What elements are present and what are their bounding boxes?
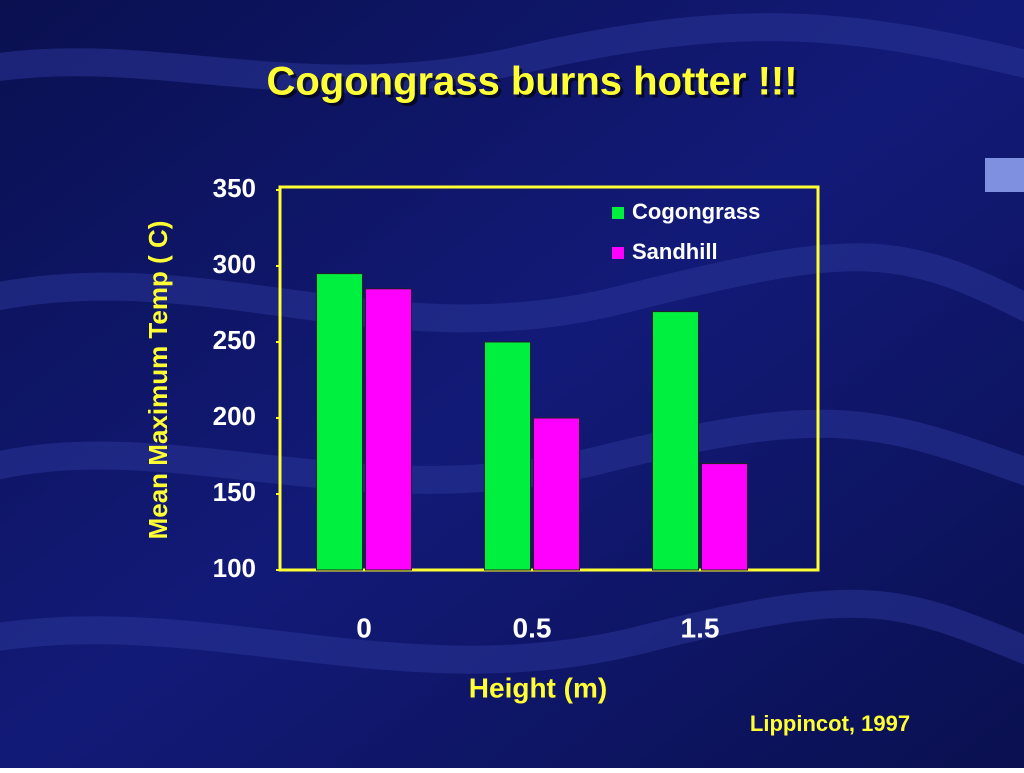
x-tick-label: 0.5	[513, 612, 552, 643]
bar	[533, 417, 580, 571]
bar	[652, 311, 699, 571]
bar	[365, 288, 412, 571]
bar	[701, 463, 748, 571]
y-tick-label: 250	[213, 325, 256, 355]
y-tick-label: 100	[213, 553, 256, 583]
y-axis-title: Mean Maximum Temp ( C)	[143, 221, 173, 540]
chart-title: Cogongrass burns hotter !!!	[266, 60, 797, 104]
legend-swatch	[612, 207, 624, 219]
legend-label: Sandhill	[632, 239, 718, 264]
title-shadow: Cogongrass burns hotter !!!	[269, 63, 800, 107]
y-tick-label: 200	[213, 401, 256, 431]
x-tick-label: 1.5	[681, 612, 720, 643]
bar	[316, 273, 363, 571]
x-tick-label: 0	[356, 612, 372, 643]
legend-label: Cogongrass	[632, 199, 760, 224]
source-note: Lippincot, 1997	[750, 711, 910, 736]
bar	[484, 341, 531, 571]
y-tick-label: 150	[213, 477, 256, 507]
x-axis-title: Height (m)	[469, 672, 607, 703]
y-tick-label: 300	[213, 249, 256, 279]
legend-swatch	[612, 247, 624, 259]
y-tick-label: 350	[213, 173, 256, 203]
decoration	[985, 158, 1024, 192]
